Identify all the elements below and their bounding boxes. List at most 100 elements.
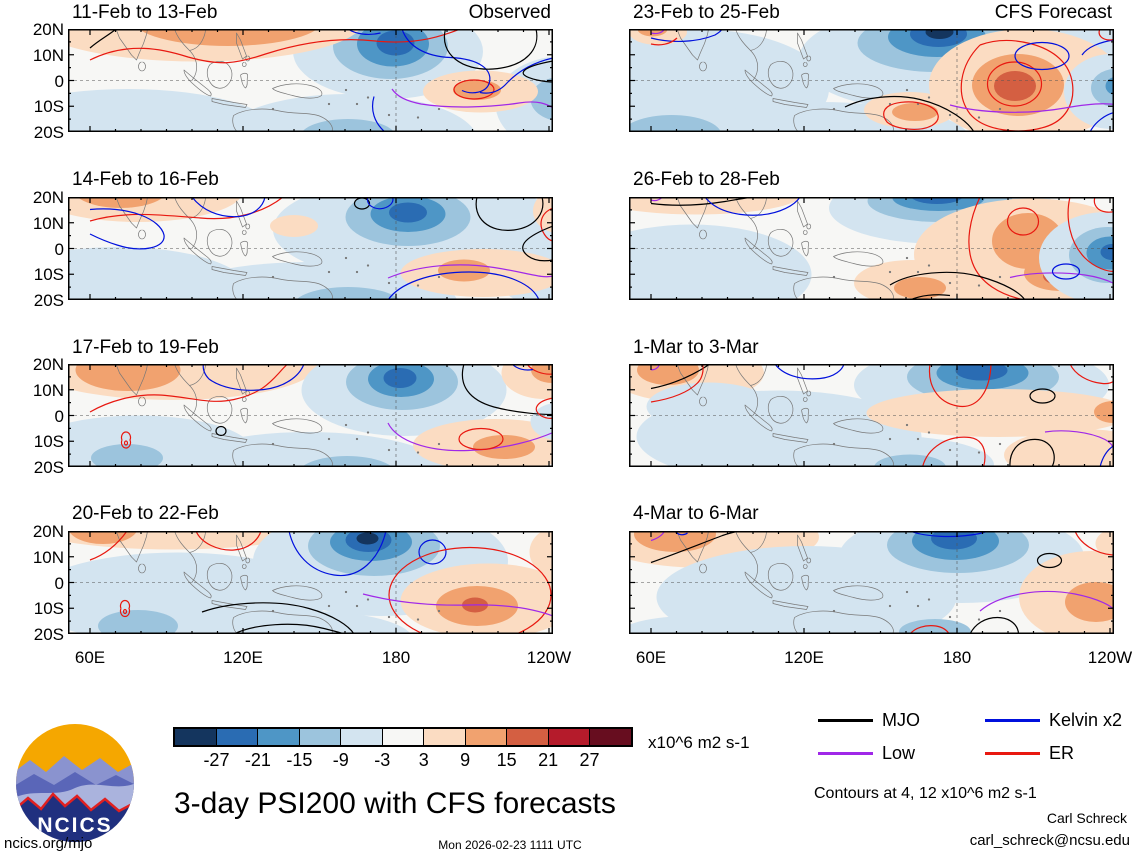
panel-title-row-3: 17-Feb to 19-Feb: [72, 337, 551, 359]
map-plot-5: [629, 29, 1114, 132]
lon-label-60E: 60E: [635, 648, 667, 667]
panel-title-row-2: 14-Feb to 16-Feb: [72, 169, 551, 191]
logo-text: NCICS: [37, 814, 112, 837]
site-url: ncics.org/mjo: [4, 835, 93, 852]
lat-label-20S: 20S: [33, 458, 64, 477]
lat-label-10N: 10N: [32, 547, 64, 567]
colorbar-tick-label: -21: [244, 750, 271, 770]
colorbar-cell-3: [258, 729, 300, 745]
lat-label-20S: 20S: [33, 625, 64, 644]
legend-line-er: [985, 752, 1040, 755]
lat-label-0: 0: [54, 406, 64, 426]
legend-label-low: Low: [882, 743, 916, 763]
panel-title-row-4: 20-Feb to 22-Feb: [72, 503, 551, 525]
lat-label-0: 0: [54, 71, 64, 91]
lon-label-60E: 60E: [74, 648, 106, 667]
legend-line-low: [818, 752, 873, 755]
panel-date-range: 1-Mar to 3-Mar: [633, 337, 759, 358]
lon-label-180: 180: [942, 648, 972, 667]
lon-label-180: 180: [381, 648, 411, 667]
panel-title-row-6: 26-Feb to 28-Feb: [633, 169, 1112, 191]
panel-date-range: 20-Feb to 22-Feb: [72, 503, 219, 524]
map-panel-2: 14-Feb to 16-Feb: [68, 169, 553, 304]
colorbar-tick-label: -27: [203, 750, 230, 770]
lat-label-20N: 20N: [32, 188, 64, 207]
map-panel-7: 1-Mar to 3-Mar: [629, 337, 1114, 471]
lat-label-20S: 20S: [33, 123, 64, 142]
contour-levels-note: Contours at 4, 12 x10^6 m2 s-1: [814, 785, 1037, 802]
panel-title-row-7: 1-Mar to 3-Mar: [633, 337, 1112, 359]
colorbar-cell-7: [424, 729, 466, 745]
map-plot-8: [629, 531, 1114, 634]
panel-date-range: 26-Feb to 28-Feb: [633, 169, 780, 190]
ncics-logo: NCICS: [16, 724, 134, 842]
panel-date-range: 14-Feb to 16-Feb: [72, 169, 219, 190]
legend-line-kelvin-x2: [985, 719, 1040, 722]
map-panel-6: 26-Feb to 28-Feb: [629, 169, 1114, 304]
colorbar-tick-label: -3: [374, 750, 391, 770]
panel-date-range: 17-Feb to 19-Feb: [72, 337, 219, 358]
panel-title-row-5: 23-Feb to 25-Feb CFS Forecast: [633, 2, 1112, 24]
panel-date-range: 4-Mar to 6-Mar: [633, 503, 759, 524]
lon-label-120E: 120E: [784, 648, 824, 667]
colorbar-tick-label: 27: [579, 750, 600, 770]
colorbar-cell-2: [216, 729, 259, 745]
lat-label-10N: 10N: [32, 213, 64, 233]
author-email: carl_schreck@ncsu.edu: [969, 832, 1130, 849]
colorbar-tick-label: 3: [418, 750, 429, 770]
colorbar: [173, 727, 633, 747]
map-panel-8: 4-Mar to 6-Mar: [629, 503, 1114, 638]
colorbar-cell-5: [341, 729, 383, 745]
map-plot-1: [68, 29, 553, 132]
colorbar-cell-6: [382, 729, 425, 745]
colorbar-tick-label: -15: [286, 750, 313, 770]
colorbar-tick-label: -9: [332, 750, 349, 770]
map-plot-3: [68, 364, 553, 467]
map-plot-2: [68, 197, 553, 300]
lon-label-120W: 120W: [526, 648, 572, 667]
map-plot-7: [629, 364, 1114, 467]
colorbar-cell-11: [590, 729, 632, 745]
lat-label-20S: 20S: [33, 291, 64, 310]
lat-label-0: 0: [54, 573, 64, 593]
logo-red-line: [16, 792, 134, 813]
map-panel-5: 23-Feb to 25-Feb CFS Forecast: [629, 2, 1114, 136]
generation-timestamp: Mon 2026-02-23 1111 UTC: [438, 838, 582, 852]
map-plot-6: [629, 197, 1114, 300]
colorbar-cell-9: [507, 729, 549, 745]
colorbar-cell-8: [465, 729, 508, 745]
panel-source-label: Observed: [468, 2, 551, 23]
map-panel-3: 17-Feb to 19-Feb: [68, 337, 553, 471]
figure-title: 3-day PSI200 with CFS forecasts: [174, 787, 616, 820]
lat-label-10N: 10N: [32, 380, 64, 400]
legend-label-er: ER: [1049, 743, 1075, 763]
colorbar-cell-4: [299, 729, 342, 745]
colorbar-tick-label: 15: [496, 750, 517, 770]
legend-label-mjo: MJO: [882, 710, 920, 730]
lat-label-10S: 10S: [33, 265, 64, 285]
panel-source-label: CFS Forecast: [994, 2, 1112, 23]
lat-label-20N: 20N: [32, 20, 64, 39]
legend-line-mjo: [818, 719, 873, 722]
map-panel-4: 20-Feb to 22-Feb: [68, 503, 553, 638]
lat-label-10S: 10S: [33, 97, 64, 117]
lat-label-20N: 20N: [32, 355, 64, 374]
colorbar-cell-10: [548, 729, 591, 745]
lat-label-10S: 10S: [33, 599, 64, 619]
panel-date-range: 11-Feb to 13-Feb: [72, 2, 218, 23]
lat-label-0: 0: [54, 239, 64, 259]
legend-label-kelvin-x2: Kelvin x2: [1049, 710, 1123, 730]
panel-date-range: 23-Feb to 25-Feb: [633, 2, 780, 23]
colorbar-tick-label: 9: [460, 750, 471, 770]
map-plot-4: [68, 531, 553, 634]
lat-label-10S: 10S: [33, 432, 64, 452]
panel-title-row-8: 4-Mar to 6-Mar: [633, 503, 1112, 525]
lat-label-10N: 10N: [32, 45, 64, 65]
colorbar-cell-1: [175, 729, 217, 745]
panel-title-row-1: 11-Feb to 13-Feb Observed: [72, 2, 551, 24]
lon-label-120W: 120W: [1087, 648, 1133, 667]
colorbar-unit-label: x10^6 m2 s-1: [648, 733, 750, 752]
lon-label-120E: 120E: [223, 648, 263, 667]
lat-label-20N: 20N: [32, 522, 64, 541]
